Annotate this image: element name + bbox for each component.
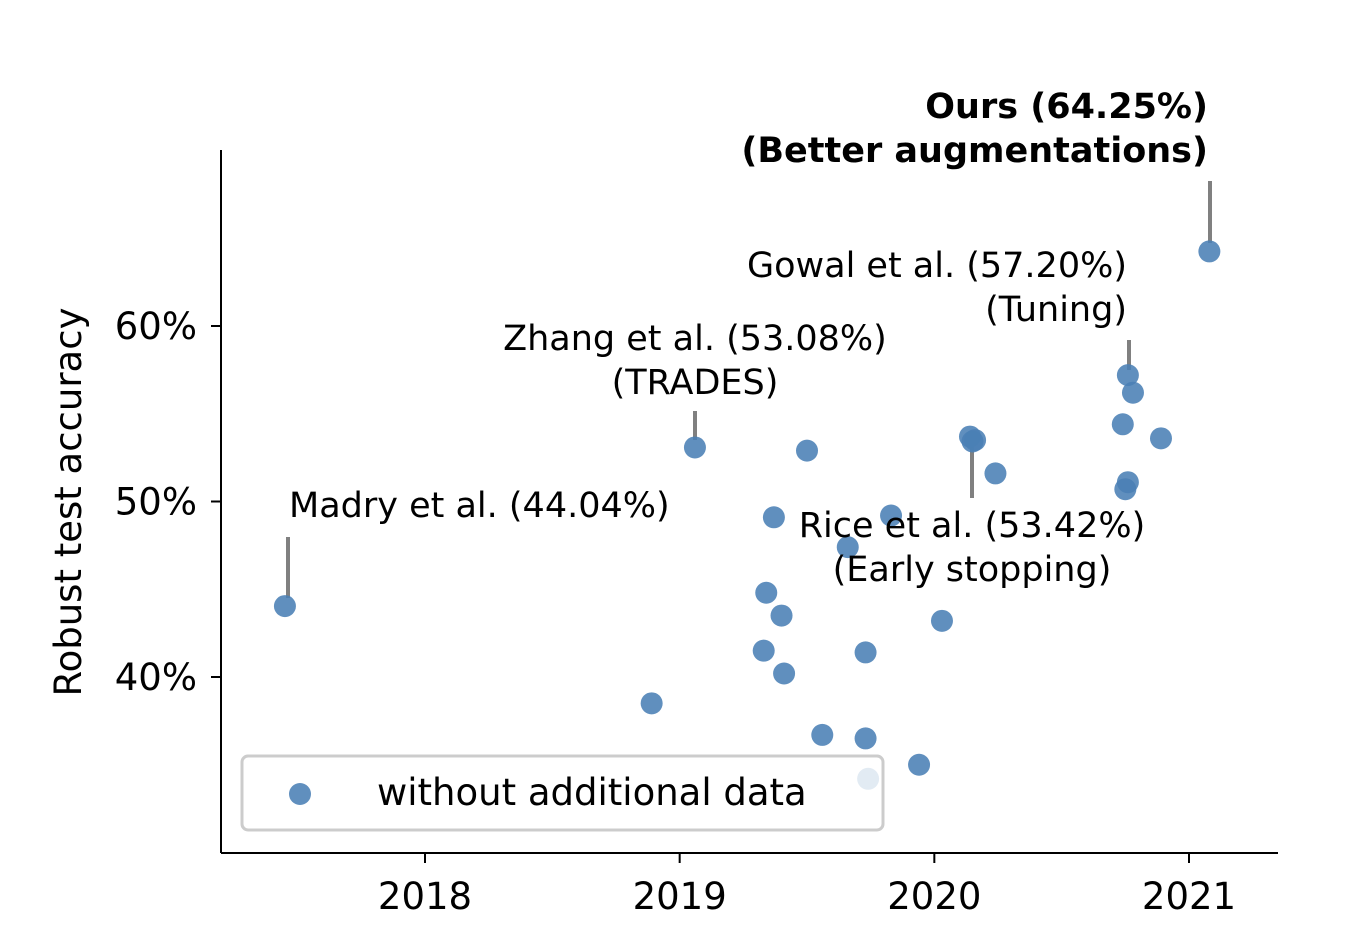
- data-point: [683, 436, 706, 459]
- data-point: [1121, 381, 1144, 404]
- data-point: [273, 595, 296, 618]
- annotation-label: Ours (64.25%): [925, 87, 1208, 127]
- data-point: [964, 429, 987, 452]
- data-point: [908, 753, 931, 776]
- data-point: [752, 639, 775, 662]
- x-tick-label: 2021: [1142, 875, 1236, 918]
- legend-box: [240, 754, 885, 832]
- annotation-label: Madry et al. (44.04%): [289, 486, 670, 526]
- data-point: [1198, 240, 1221, 263]
- data-point: [640, 692, 663, 715]
- data-point: [880, 504, 903, 527]
- x-tick-label: 2020: [887, 875, 981, 918]
- data-point: [773, 662, 796, 685]
- legend-marker: [289, 783, 311, 805]
- legend: without additional data: [240, 754, 885, 832]
- data-points: [273, 240, 1221, 790]
- annotation-leaders: [286, 181, 1212, 598]
- data-point: [755, 581, 778, 604]
- annotation-label: (Tuning): [985, 290, 1127, 330]
- annotation-label: Zhang et al. (53.08%): [503, 319, 887, 359]
- y-axis-title: Robust test accuracy: [47, 308, 90, 697]
- data-point: [984, 462, 1007, 485]
- data-point: [770, 604, 793, 627]
- data-point: [762, 506, 785, 529]
- data-point: [930, 609, 953, 632]
- annotations: Madry et al. (44.04%) Zhang et al. (53.08…: [289, 87, 1208, 590]
- y-tick-label: 50%: [115, 481, 197, 524]
- data-point: [854, 641, 877, 664]
- annotation-label: (TRADES): [612, 363, 779, 403]
- data-point: [796, 439, 818, 462]
- data-point: [811, 723, 834, 746]
- annotation-label: (Better augmentations): [741, 131, 1208, 171]
- x-tick-label: 2019: [633, 875, 727, 918]
- y-tick-label: 40%: [115, 656, 197, 699]
- annotation-label: Rice et al. (53.42%): [799, 506, 1146, 546]
- annotation-label: Gowal et al. (57.20%): [747, 246, 1127, 286]
- ticks: 2018 2019 2020 2021 40% 50% 60%: [115, 305, 1236, 918]
- x-tick-label: 2018: [378, 875, 472, 918]
- data-point: [1149, 427, 1172, 450]
- data-point: [854, 727, 877, 750]
- legend-label: without additional data: [377, 771, 807, 814]
- data-point: [1116, 471, 1139, 494]
- y-tick-label: 60%: [115, 305, 197, 348]
- data-point: [1111, 413, 1134, 436]
- data-point: [836, 536, 859, 559]
- data-point: [1116, 364, 1139, 387]
- annotation-label: (Early stopping): [833, 550, 1112, 590]
